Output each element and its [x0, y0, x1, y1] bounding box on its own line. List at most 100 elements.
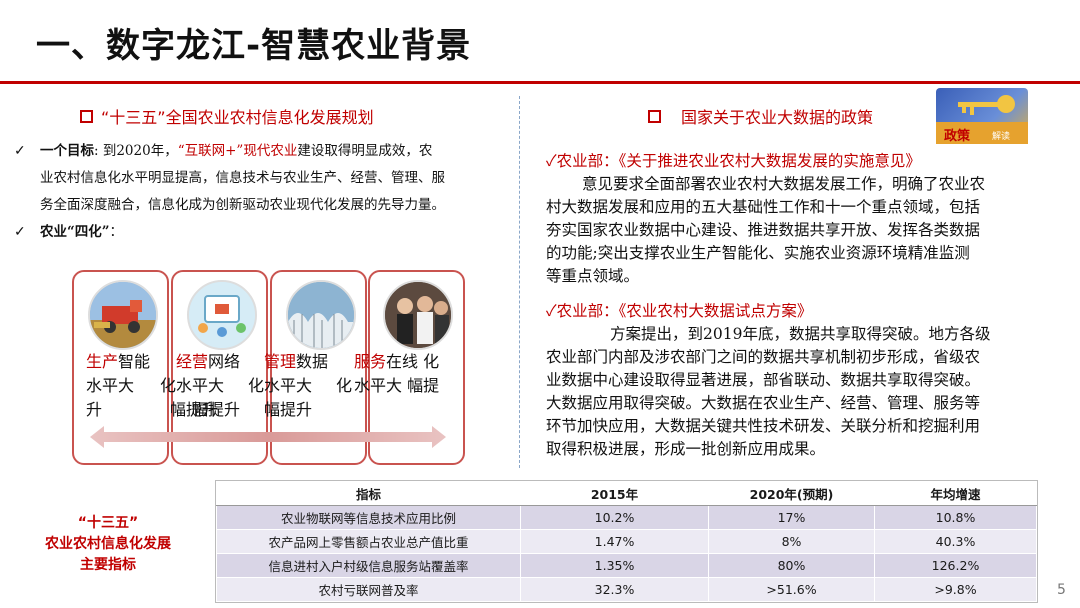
- goal-line3: 务全面深度融合，信息化成为创新驱动农业现代化发展的先导力量。: [40, 197, 445, 213]
- table-cell: 17%: [708, 505, 875, 530]
- card-text-col-b: 化 幅提升: [160, 350, 218, 422]
- table-header: 年均增速: [874, 481, 1037, 506]
- card-line3: 幅提升: [264, 400, 313, 419]
- p1-line: 意见要求全面部署农业农村大数据发展工作，明确了农业农: [582, 175, 986, 193]
- policy-paragraph-1: ✓农业部：《关于推进农业农村大数据发展的实施意见》 意见要求全面部署农业农村大数…: [546, 150, 1056, 288]
- p2-line: 业数据中心建设取得显著进展，部省联动、数据共享取得突破。: [546, 371, 981, 389]
- p2-line: 农业部门内部及涉农部门之间的数据共享机制初步形成，省级农: [546, 348, 981, 366]
- card-line3b: 幅提升: [170, 400, 219, 419]
- card-line2b: 化: [248, 376, 265, 395]
- table-cell: 10.2%: [520, 505, 709, 530]
- card-red-label: 经营: [176, 352, 209, 371]
- checkmark-icon: ✓: [546, 302, 557, 320]
- goal-pre: : 到2020年，: [94, 143, 178, 159]
- card-text-management: 管理数据 水平大 幅提升: [264, 350, 328, 422]
- left-heading-text: “十三五”全国农业农村信息化发展规划: [101, 108, 374, 127]
- title-underline: [0, 81, 1080, 84]
- policy-badge-text: 政策: [944, 129, 971, 144]
- card-line2: 水平大: [86, 376, 135, 395]
- table-row: 农村亏联网普及率 32.3% >51.6% >9.8%: [216, 577, 1037, 602]
- harvester-image: [88, 280, 158, 350]
- p2-line: 取得积极进展，形成一批创新应用成果。: [546, 440, 826, 458]
- table-cell: 信息进村入户村级信息服务站覆盖率: [216, 553, 521, 578]
- side-label-line: “十三五”: [77, 515, 139, 531]
- checkmark-icon: ✓: [14, 224, 26, 240]
- indicators-table: 指标 2015年 2020年(预期) 年均增速 农业物联网等信息技术应用比例 1…: [215, 480, 1038, 603]
- card-line1: 网络: [208, 352, 241, 371]
- page-title: 一、数字龙江-智慧农业背景: [36, 26, 472, 66]
- p1-title: 农业部：《关于推进农业农村大数据发展的实施意见》: [556, 152, 921, 170]
- goal-paragraph: ✓ 一个目标: 到2020年，“互联网+”现代农业建设取得明显成效，农 业农村信…: [14, 138, 519, 246]
- indicators-side-label: “十三五” 农业农村信息化发展 主要指标: [28, 513, 188, 576]
- policy-badge-subtext: 解读: [992, 132, 1011, 142]
- card-line2: 水平大: [354, 376, 403, 395]
- goal-highlight: “互联网+”现代农业: [177, 143, 298, 159]
- table-cell: 40.3%: [874, 529, 1037, 554]
- table-cell: 农村亏联网普及率: [216, 577, 521, 602]
- table-cell: >51.6%: [708, 577, 875, 602]
- policy-badge-image: 政策 解读: [936, 88, 1028, 144]
- card-red-label: 服务: [354, 352, 387, 371]
- checkmark-icon: ✓: [546, 152, 557, 170]
- table-cell: 10.8%: [874, 505, 1037, 530]
- table-row: 农业物联网等信息技术应用比例 10.2% 17% 10.8%: [216, 505, 1037, 530]
- policy-paragraph-2: ✓农业部：《农业农村大数据试点方案》 方案提出，到2019年底，数据共享取得突破…: [546, 300, 1056, 461]
- card-text-operation: 经营网络 水平大 幅提升: [176, 350, 240, 422]
- goal-label: 一个目标: [40, 143, 94, 159]
- goal-line1-rest: 建设取得明显成效，农: [297, 143, 433, 159]
- page-number: 5: [1057, 582, 1066, 598]
- p1-line: 的功能;突出支撑农业生产智能化、实施农业资源环境精准监测: [546, 244, 970, 262]
- card-line2: 水平大: [176, 376, 225, 395]
- goal-line2: 业农村信息化水平明显提高，信息技术与农业生产、经营、管理、服: [40, 170, 445, 186]
- card-line1: 数据: [296, 352, 329, 371]
- four-colon: ：: [109, 224, 124, 240]
- p2-line: 方案提出，到2019年底，数据共享取得突破。地方各级: [610, 325, 991, 343]
- p1-line: 村大数据发展和应用的五大基础性工作和十一个重点领域，包括: [546, 198, 981, 216]
- table-cell: >9.8%: [874, 577, 1037, 602]
- card-line1: 智能: [118, 352, 151, 371]
- card-line2: 水平大: [264, 376, 313, 395]
- card-text-service: 服务在线 化 水平大 幅提: [354, 350, 439, 398]
- table-header: 2015年: [520, 481, 709, 506]
- card-line1b: 化: [423, 352, 440, 371]
- side-label-line: 农业农村信息化发展: [45, 536, 171, 552]
- table-cell: 80%: [708, 553, 875, 578]
- table-cell: 农产品网上零售额占农业总产值比重: [216, 529, 521, 554]
- table-cell: 1.47%: [520, 529, 709, 554]
- card-line3: 升: [86, 400, 103, 419]
- card-text-col-d: 化: [336, 350, 352, 398]
- table-cell: 32.3%: [520, 577, 709, 602]
- table-cell: 1.35%: [520, 553, 709, 578]
- card-line2b: 化: [336, 376, 353, 395]
- table-cell: 126.2%: [874, 553, 1037, 578]
- p1-line: 夯实国家农业数据中心建设、推进数据共享开放、发挥各类数据: [546, 221, 981, 239]
- card-line2b: 幅提: [407, 376, 440, 395]
- double-arrow-icon: [90, 426, 446, 448]
- table-row: 信息进村入户村级信息服务站覆盖率 1.35% 80% 126.2%: [216, 553, 1037, 578]
- table-header-row: 指标 2015年 2020年(预期) 年均增速: [216, 481, 1037, 506]
- card-text-col-c: 化: [248, 350, 264, 398]
- table-header: 2020年(预期): [708, 481, 875, 506]
- right-heading-text: 国家关于农业大数据的政策: [681, 108, 874, 127]
- square-bullet-icon: [80, 109, 93, 123]
- card-red-label: 生产: [86, 352, 119, 371]
- left-section-heading: “十三五”全国农业农村信息化发展规划: [80, 104, 374, 128]
- greenhouse-image: [286, 280, 356, 350]
- table-cell: 农业物联网等信息技术应用比例: [216, 505, 521, 530]
- card-line3: 幅提升: [192, 400, 241, 419]
- four-label: 农业“四化”: [40, 224, 110, 240]
- right-section-heading: 国家关于农业大数据的政策: [648, 104, 873, 128]
- column-divider: [519, 96, 520, 468]
- checkmark-icon: ✓: [14, 143, 26, 159]
- side-label-line: 主要指标: [80, 557, 136, 573]
- p1-line: 等重点领域。: [546, 267, 640, 285]
- card-line2b: 化: [160, 376, 177, 395]
- p2-title: 农业部：《农业农村大数据试点方案》: [556, 302, 813, 320]
- table-row: 农产品网上零售额占农业总产值比重 1.47% 8% 40.3%: [216, 529, 1037, 554]
- ecommerce-image: [187, 280, 257, 350]
- card-red-label: 管理: [264, 352, 297, 371]
- meeting-image: [383, 280, 453, 350]
- card-line1: 在线: [386, 352, 419, 371]
- p2-line: 环节加快应用，大数据关键共性技术研发、关联分析和挖掘利用: [546, 417, 981, 435]
- p2-line: 大数据应用取得突破。大数据在农业生产、经营、管理、服务等: [546, 394, 981, 412]
